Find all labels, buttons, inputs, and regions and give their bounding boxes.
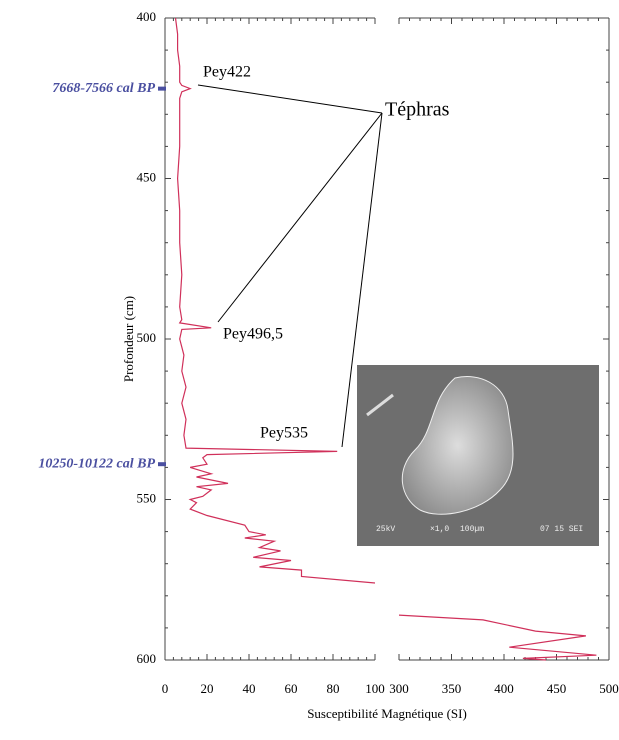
date-label: 10250-10122 cal BP xyxy=(38,456,155,471)
x-tick-label: 60 xyxy=(285,681,298,696)
pointer xyxy=(341,112,383,448)
x-tick-label: 500 xyxy=(599,681,619,696)
x-tick-label: 100 xyxy=(365,681,385,696)
caption-text: 25kV xyxy=(376,525,395,534)
caption-text: ×1,0 xyxy=(430,525,449,534)
pointer xyxy=(197,84,383,114)
x-tick-label: 300 xyxy=(389,681,409,696)
x-tick-label: 450 xyxy=(547,681,567,696)
sample-label: Pey422 xyxy=(203,64,251,81)
data-line xyxy=(174,17,376,584)
date-marker xyxy=(158,86,166,91)
x-tick-label: 0 xyxy=(162,681,169,696)
x-tick-label: 400 xyxy=(494,681,514,696)
pointer-lines xyxy=(197,84,383,448)
date-label: 7668-7566 cal BP xyxy=(52,81,155,96)
y-tick-label: 600 xyxy=(137,651,157,666)
x-tick-label: 40 xyxy=(243,681,256,696)
sample-label: Pey535 xyxy=(260,425,308,442)
x-tick-label: 20 xyxy=(201,681,214,696)
x-tick-label: 350 xyxy=(442,681,462,696)
y-tick-label: 400 xyxy=(137,9,157,24)
sem-image xyxy=(357,365,599,546)
y-tick-label: 550 xyxy=(137,490,157,505)
pointer xyxy=(217,112,383,323)
date-marker xyxy=(158,462,166,467)
tephra-grain xyxy=(401,376,514,515)
image-caption: 25kV ×1,0 100µm 07 15 SEI xyxy=(376,525,583,534)
needle xyxy=(366,393,394,417)
caption-text: 07 15 SEI xyxy=(540,525,583,534)
y-axis-label: Profondeur (cm) xyxy=(121,296,136,382)
y-tick-label: 450 xyxy=(137,169,157,184)
x-tick-label: 80 xyxy=(327,681,340,696)
tephra-label: Téphras xyxy=(385,99,450,121)
caption-text: 100µm xyxy=(460,525,484,534)
y-tick-label: 500 xyxy=(137,330,157,345)
x-axis-label: Susceptibilité Magnétique (SI) xyxy=(307,706,467,721)
sample-label: Pey496,5 xyxy=(223,326,283,343)
data-line xyxy=(398,614,597,661)
